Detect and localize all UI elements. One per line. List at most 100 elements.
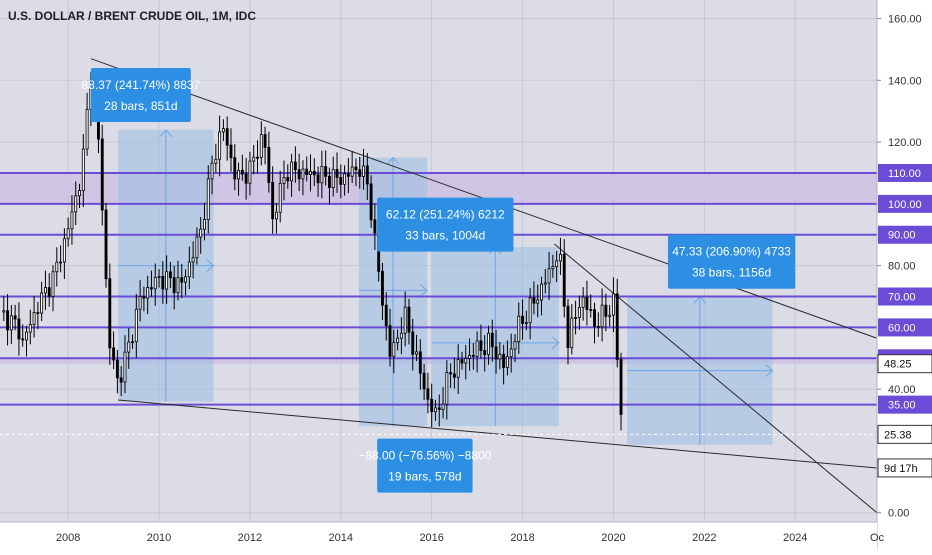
candle-body [290,161,294,182]
candle-body [596,326,600,328]
candle-body [123,351,127,383]
candle-body [464,358,468,364]
candle-body [70,211,74,230]
axis-badge-label: 25.38 [884,429,912,441]
candle-body [589,309,593,311]
candle-body [134,308,138,343]
candle-body [445,372,449,405]
time-tick-label: 2010 [147,532,171,544]
candle-body [218,131,222,160]
time-tick-label: 2014 [329,532,353,544]
measure-label-line1: −88.00 (−76.56%) −8800 [358,449,491,463]
level-badge [878,395,932,414]
candle-body [85,108,89,150]
candle-body [274,211,278,220]
candle-body [581,296,585,308]
candle-body [127,341,131,353]
candle-body [28,324,32,333]
candle-body [244,173,248,184]
candle-body [25,331,28,341]
measure-arrow-right [765,364,774,378]
candle-body [206,178,210,220]
candle-body [331,169,335,188]
candle-body [403,306,407,334]
candle-body [131,341,134,344]
time-axis: 2008 2010 2012 2014 2016 2018 2020 2022 2024 Oc [0,521,885,550]
candle-body [199,228,203,238]
candle-body [66,228,70,240]
candle-body [100,138,104,211]
candle-body [521,315,525,324]
candle-body [388,325,392,357]
candle-body [498,353,502,360]
candle-body [540,283,543,301]
candle-body [59,261,63,264]
candle-body [434,407,437,413]
candle-body [119,377,123,383]
measure-arrow-right [551,336,560,350]
measure-label-box [667,234,796,289]
candle-body [430,398,434,413]
candle-body [36,312,40,314]
candle-body [577,306,581,318]
time-tick-label: 2012 [238,532,262,544]
measure-arrow-up [159,128,173,138]
candle-body [547,268,551,284]
candle-body [252,156,256,162]
candle-body [297,169,301,180]
candle-body [74,195,78,213]
candle-body [604,304,608,317]
time-tick-label: 2016 [419,532,443,544]
measure-labels: 88.37 (241.74%) 8837 28 bars, 851d 62.12 (… [81,67,796,493]
candle-body [248,160,252,184]
time-tick-label: 2008 [56,532,80,544]
measure-label-line2: 19 bars, 578d [388,470,461,484]
candle-body [483,350,487,356]
level-badge [878,163,932,182]
candle-body [43,287,47,294]
candle-body [263,134,267,148]
measure-label-box [377,197,514,252]
measure-label-line2: 33 bars, 1004d [405,229,485,243]
level-badge-label: 110.00 [888,168,921,180]
candle-body [320,166,324,184]
candle-body [267,147,271,183]
price-tick-label: 160.00 [888,14,922,26]
candle-body [2,310,6,313]
level-badge-label: 90.00 [888,230,916,242]
measure-label-line2: 38 bars, 1156d [692,266,771,280]
candle-body [214,158,218,164]
candle-body [558,253,562,262]
candle-body [316,174,320,184]
candle-body [293,161,297,171]
candle-body [271,182,275,220]
candle-body [475,340,479,357]
candle-body [328,175,331,188]
candle-body [422,372,426,390]
candle-body [115,359,119,379]
time-tick-label: 2018 [510,532,534,544]
candle-body [17,318,21,340]
candle-body [384,304,388,327]
candle-body [502,353,506,368]
price-axis: 160.00 140.00 120.00 80.00 40.00 0.00 110.00 10… [876,0,932,550]
level-badge-label: 35.00 [888,400,916,412]
candle-body [543,282,547,285]
price-tick-label: 0.00 [888,508,909,520]
candle-body [524,322,528,325]
price-tick-label: 40.00 [888,384,916,396]
price-axis-bg [877,0,932,550]
candle-body [343,173,347,185]
candle-body [415,351,418,355]
candle-body [505,356,509,368]
candle-body [142,296,146,299]
candle-body [566,305,570,349]
candle-body [51,271,55,297]
candle-body [536,299,540,304]
candle-body [233,157,237,180]
level-badge-label: 70.00 [888,292,916,304]
measure-arrow-right [419,283,428,297]
time-axis-bg [0,522,877,550]
